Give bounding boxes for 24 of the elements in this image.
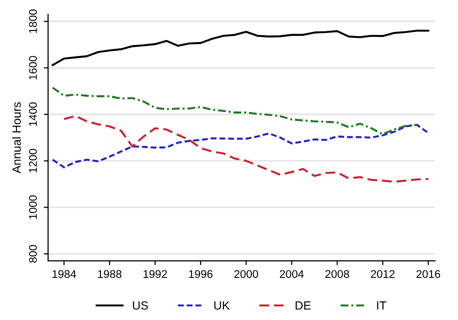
x-tick-label: 1992 xyxy=(144,270,167,278)
line-series xyxy=(52,30,430,66)
x-tick-label: 2008 xyxy=(325,270,350,278)
y-tick-label: 1600 xyxy=(29,56,37,80)
line-series xyxy=(63,115,430,183)
y-tick-label: 800 xyxy=(29,244,37,263)
line-series xyxy=(52,86,418,136)
x-tick-label: 1984 xyxy=(52,270,76,278)
y-tick-label: 1800 xyxy=(29,9,37,33)
x-tick-label: 1988 xyxy=(98,270,122,278)
x-tick-label: 2016 xyxy=(416,270,440,278)
legend-label: DE xyxy=(296,301,311,310)
y-tick-label: 1000 xyxy=(29,195,37,219)
line-series xyxy=(52,124,430,168)
legend-label: IT xyxy=(377,301,386,310)
x-tick-label: 2000 xyxy=(234,270,258,278)
x-tick-label: 1996 xyxy=(189,270,212,278)
x-tick-label: 2012 xyxy=(370,270,395,278)
legend-label: UK xyxy=(214,301,230,310)
x-tick-label: 2004 xyxy=(280,270,304,278)
y-axis-title: Annual Hours xyxy=(12,102,21,174)
y-tick-label: 1400 xyxy=(29,102,37,126)
legend-label: US xyxy=(132,301,148,310)
y-tick-label: 1200 xyxy=(29,148,37,172)
